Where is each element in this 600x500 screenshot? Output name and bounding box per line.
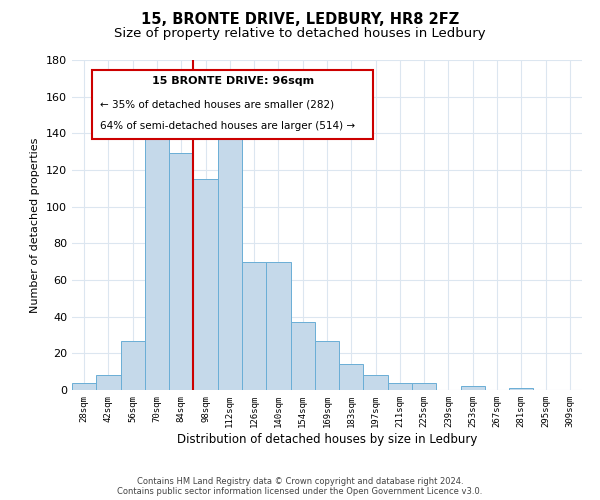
FancyBboxPatch shape: [92, 70, 373, 139]
Text: Contains HM Land Registry data © Crown copyright and database right 2024.: Contains HM Land Registry data © Crown c…: [137, 477, 463, 486]
Bar: [96, 376, 121, 390]
Bar: [339, 364, 364, 390]
Bar: [509, 388, 533, 390]
Bar: [290, 322, 315, 390]
Bar: [145, 122, 169, 390]
Text: 15 BRONTE DRIVE: 96sqm: 15 BRONTE DRIVE: 96sqm: [152, 76, 314, 86]
Text: Contains public sector information licensed under the Open Government Licence v3: Contains public sector information licen…: [118, 487, 482, 496]
Bar: [315, 340, 339, 390]
Y-axis label: Number of detached properties: Number of detached properties: [31, 138, 40, 312]
Text: 15, BRONTE DRIVE, LEDBURY, HR8 2FZ: 15, BRONTE DRIVE, LEDBURY, HR8 2FZ: [141, 12, 459, 28]
X-axis label: Distribution of detached houses by size in Ledbury: Distribution of detached houses by size …: [177, 432, 477, 446]
Bar: [364, 376, 388, 390]
Bar: [388, 382, 412, 390]
Bar: [121, 340, 145, 390]
Bar: [218, 134, 242, 390]
Text: ← 35% of detached houses are smaller (282): ← 35% of detached houses are smaller (28…: [100, 100, 334, 110]
Bar: [242, 262, 266, 390]
Text: Size of property relative to detached houses in Ledbury: Size of property relative to detached ho…: [114, 28, 486, 40]
Bar: [266, 262, 290, 390]
Bar: [193, 179, 218, 390]
Bar: [412, 382, 436, 390]
Bar: [72, 382, 96, 390]
Bar: [169, 154, 193, 390]
Bar: [461, 386, 485, 390]
Text: 64% of semi-detached houses are larger (514) →: 64% of semi-detached houses are larger (…: [100, 121, 355, 131]
